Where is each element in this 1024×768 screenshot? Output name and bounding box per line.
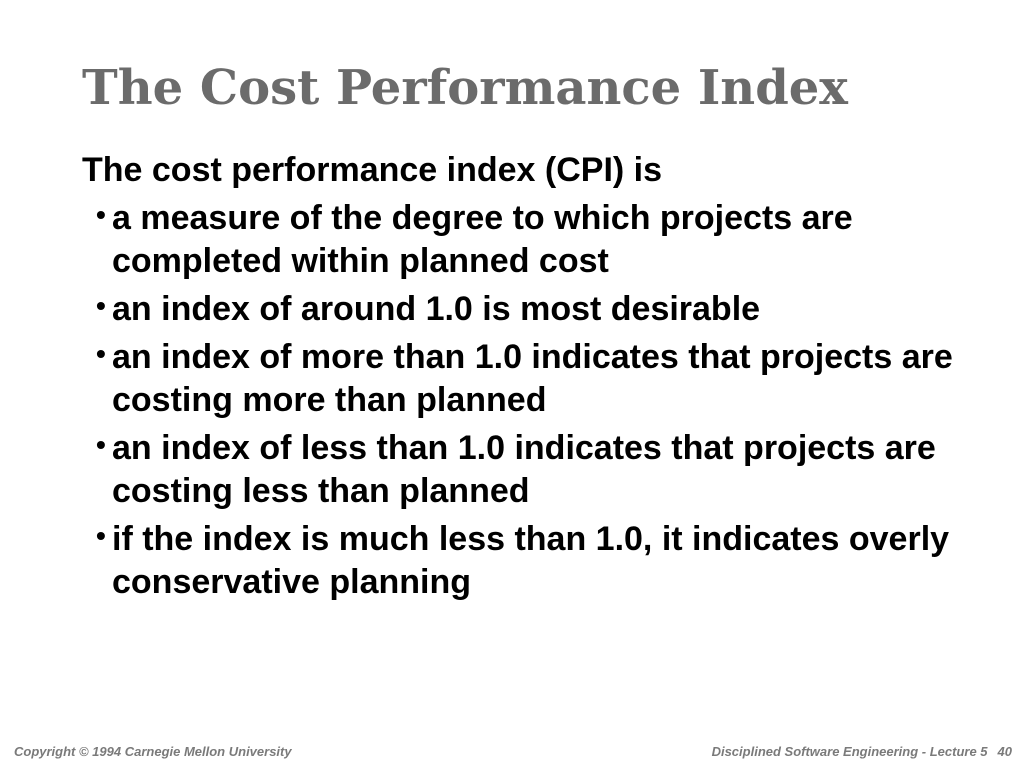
bullet-list: • a measure of the degree to which proje…: [96, 197, 996, 609]
bullet-icon: •: [96, 199, 106, 230]
bullet-text: an index of more than 1.0 indicates that…: [112, 338, 953, 419]
bullet-item: • if the index is much less than 1.0, it…: [96, 518, 996, 604]
bullet-text: if the index is much less than 1.0, it i…: [112, 520, 950, 601]
bullet-text: an index of less than 1.0 indicates that…: [112, 429, 936, 510]
bullet-text: a measure of the degree to which project…: [112, 199, 853, 280]
intro-text: The cost performance index (CPI) is: [82, 151, 663, 189]
bullet-item: • an index of around 1.0 is most desirab…: [96, 288, 996, 331]
bullet-text: an index of around 1.0 is most desirable: [112, 290, 761, 328]
bullet-item: • an index of less than 1.0 indicates th…: [96, 427, 996, 513]
bullet-icon: •: [96, 429, 106, 460]
bullet-item: • a measure of the degree to which proje…: [96, 197, 996, 283]
bullet-icon: •: [96, 290, 106, 321]
footer-course: Disciplined Software Engineering - Lectu…: [711, 744, 988, 759]
page-number: 40: [997, 744, 1012, 759]
bullet-item: • an index of more than 1.0 indicates th…: [96, 336, 996, 422]
footer-right: Disciplined Software Engineering - Lectu…: [712, 744, 1012, 760]
bullet-icon: •: [96, 338, 106, 369]
bullet-icon: •: [96, 520, 106, 551]
slide-title: The Cost Performance Index: [82, 60, 848, 116]
footer-copyright: Copyright © 1994 Carnegie Mellon Univers…: [14, 744, 292, 759]
